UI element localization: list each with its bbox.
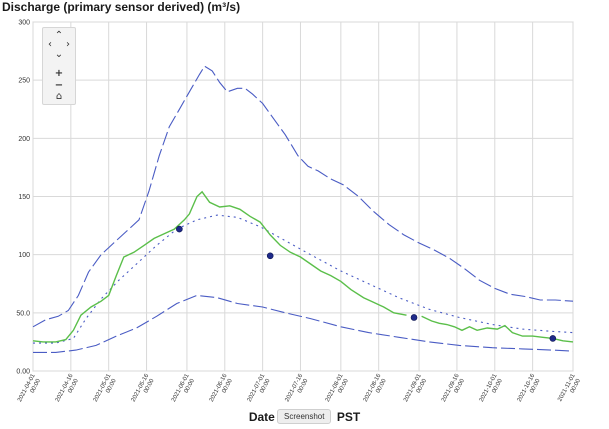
series-line-upper bbox=[32, 65, 574, 328]
chart-title: Discharge (primary sensor derived) (m³/s… bbox=[2, 0, 241, 14]
y-tick-label: 150 bbox=[18, 194, 30, 201]
series-line-lower bbox=[33, 294, 574, 353]
y-tick-label: 0.00 bbox=[16, 369, 30, 376]
data-point-marker[interactable] bbox=[176, 225, 183, 233]
home-icon[interactable]: ⌂ bbox=[55, 91, 63, 102]
series-line-observed bbox=[32, 190, 407, 343]
zoom-out-icon[interactable]: − bbox=[54, 80, 64, 91]
grid-layer bbox=[32, 21, 574, 372]
data-point-marker[interactable] bbox=[266, 252, 274, 260]
pan-up-icon[interactable]: ⌃ bbox=[54, 30, 64, 41]
zoom-in-icon[interactable]: + bbox=[54, 68, 64, 79]
x-axis-label: Date PST bbox=[0, 410, 609, 424]
series-line-median bbox=[33, 214, 574, 344]
screenshot-tooltip: Screenshot bbox=[277, 409, 332, 424]
data-point-marker[interactable] bbox=[410, 314, 418, 321]
series-layer bbox=[32, 65, 574, 353]
x-axis-label-left: Date bbox=[248, 410, 275, 424]
marker-layer bbox=[176, 225, 557, 342]
navigation-panel: ⌃ ‹ › ⌄ + − ⌂ bbox=[42, 27, 76, 105]
pan-right-icon[interactable]: › bbox=[66, 39, 70, 50]
y-tick-label: 200 bbox=[18, 136, 30, 143]
pan-left-icon[interactable]: ‹ bbox=[48, 39, 52, 50]
pan-down-icon[interactable]: ⌄ bbox=[54, 49, 64, 60]
y-tick-label: 250 bbox=[18, 78, 30, 85]
y-tick-label: 100 bbox=[18, 252, 30, 259]
series-line-observed2 bbox=[421, 315, 574, 343]
data-point-marker[interactable] bbox=[549, 335, 557, 342]
x-axis-label-right: PST bbox=[336, 410, 361, 424]
y-tick-label: 300 bbox=[18, 20, 30, 27]
y-tick-label: 50.0 bbox=[16, 310, 30, 317]
